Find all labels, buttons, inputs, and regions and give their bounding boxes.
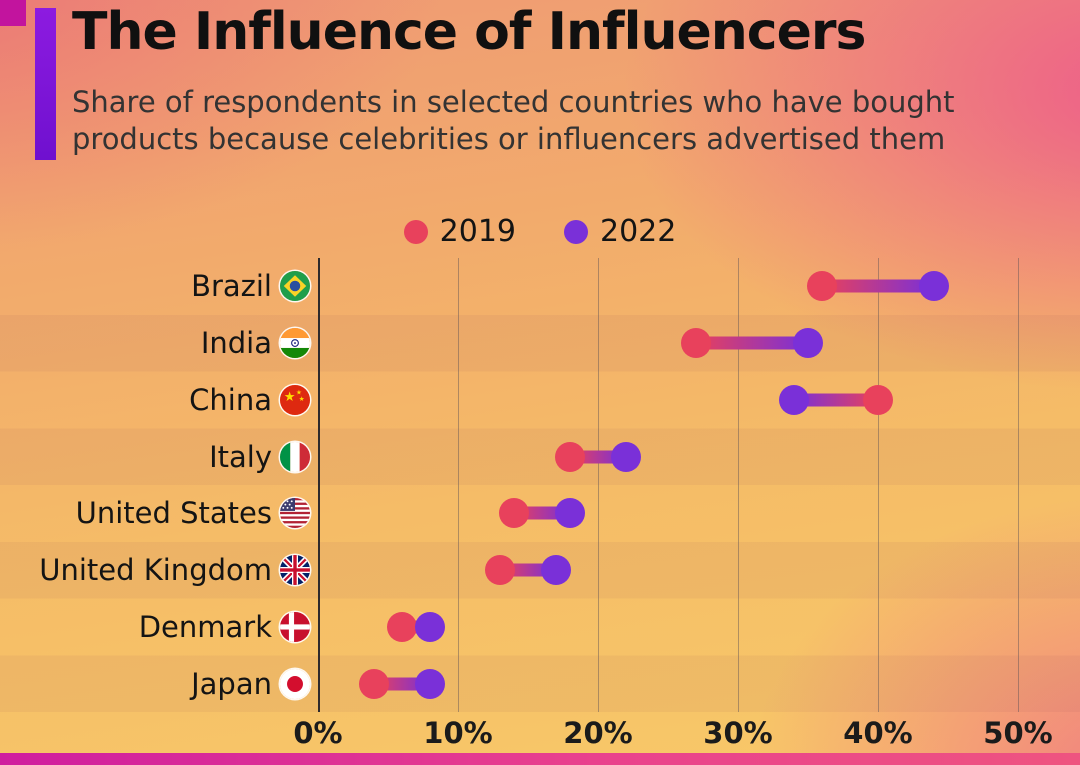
- chart-row: India: [0, 315, 1080, 372]
- dot-2022: [415, 668, 445, 699]
- flag-japan-icon: [280, 668, 310, 699]
- country-label: United States: [75, 496, 272, 531]
- corner-accent: [0, 0, 26, 26]
- dot-2022: [793, 328, 823, 359]
- row-plot: [318, 485, 1080, 542]
- dot-2022: [555, 498, 585, 529]
- flag-brazil-icon: [280, 271, 310, 302]
- row-label: Denmark: [0, 610, 318, 644]
- flag-india-icon: [280, 328, 310, 359]
- dumbbell-bar: [794, 393, 878, 407]
- dot-2022: [541, 555, 571, 586]
- dot-2022: [415, 611, 445, 642]
- dot-2022: [919, 271, 949, 302]
- dot-2022: [611, 441, 641, 472]
- row-stripes: [0, 258, 1080, 712]
- gridline: [598, 258, 599, 712]
- dot-2019: [807, 271, 837, 302]
- chart-row: Denmark: [0, 599, 1080, 656]
- chart-row: Japan: [0, 655, 1080, 712]
- country-label: India: [200, 326, 272, 361]
- row-plot: [318, 315, 1080, 372]
- page-title: The Influence of Influencers: [72, 2, 866, 62]
- dot-2019: [681, 328, 711, 359]
- row-label: India: [0, 326, 318, 360]
- row-label: United States: [0, 496, 318, 530]
- title-accent-bar: [35, 8, 56, 160]
- x-axis-tick-labels: 0% 10% 20% 30% 40% 50%: [293, 716, 1052, 756]
- x-tick-label: 20%: [563, 716, 633, 750]
- row-plot: [318, 258, 1080, 315]
- country-label: China: [189, 382, 272, 417]
- row-plot: [318, 428, 1080, 485]
- gridline: [878, 258, 879, 712]
- footer-accent-strip: [0, 753, 1080, 765]
- chart-row: China ★ ★ ★: [0, 372, 1080, 429]
- dot-2019: [485, 555, 515, 586]
- x-tick-label: 30%: [703, 716, 773, 750]
- x-tick-label: 0%: [293, 716, 343, 750]
- x-tick-label: 40%: [843, 716, 913, 750]
- gridline: [1018, 258, 1019, 712]
- row-label: United Kingdom: [0, 553, 318, 587]
- flag-us-icon: [280, 498, 310, 529]
- chart-row: Brazil: [0, 258, 1080, 315]
- chart-row: Italy: [0, 428, 1080, 485]
- chart-gridlines: [318, 258, 1019, 712]
- dot-2019: [863, 384, 893, 415]
- svg-text:★: ★: [284, 390, 296, 405]
- chart-row: United States: [0, 485, 1080, 542]
- country-label: Denmark: [138, 609, 272, 644]
- country-label: Brazil: [191, 269, 272, 304]
- row-label: China ★ ★ ★: [0, 383, 318, 417]
- chart-rows: Brazil India China ★ ★ ★ Italy United States Uni…: [0, 258, 1080, 712]
- dumbbell-bar: [822, 279, 934, 293]
- row-label: Brazil: [0, 269, 318, 303]
- row-plot: [318, 542, 1080, 599]
- row-plot: [318, 599, 1080, 656]
- flag-italy-icon: [280, 441, 310, 472]
- row-plot: [318, 372, 1080, 429]
- country-label: Italy: [209, 439, 272, 474]
- flag-denmark-icon: [280, 611, 310, 642]
- svg-text:★: ★: [296, 388, 302, 396]
- legend-label: 2019: [439, 214, 516, 249]
- dumbbell-bar: [696, 336, 808, 350]
- flag-china-icon: ★ ★ ★: [280, 384, 310, 415]
- legend-item-2022: 2022: [564, 214, 676, 249]
- chart-legend: 2019 2022: [0, 214, 1080, 249]
- chart-row: United Kingdom: [0, 542, 1080, 599]
- legend-item-2019: 2019: [403, 214, 516, 249]
- row-plot: [318, 655, 1080, 712]
- gridline: [738, 258, 739, 712]
- legend-label: 2022: [600, 214, 677, 249]
- row-label: Italy: [0, 440, 318, 474]
- x-tick-label: 50%: [983, 716, 1053, 750]
- dot-2019: [555, 441, 585, 472]
- dot-2019: [359, 668, 389, 699]
- flag-uk-icon: [280, 555, 310, 586]
- dot-2022: [779, 384, 809, 415]
- country-label: Japan: [191, 666, 272, 701]
- legend-dot-icon: [403, 219, 428, 244]
- gridline: [458, 258, 459, 712]
- row-label: Japan: [0, 667, 318, 701]
- legend-dot-icon: [564, 219, 588, 244]
- country-label: United Kingdom: [39, 553, 272, 588]
- svg-text:★: ★: [299, 395, 305, 403]
- x-tick-label: 10%: [423, 716, 493, 750]
- page-subtitle: Share of respondents in selected countri…: [72, 85, 955, 157]
- dot-2019: [499, 498, 529, 529]
- dot-2019: [387, 611, 417, 642]
- y-axis-line: [318, 258, 320, 712]
